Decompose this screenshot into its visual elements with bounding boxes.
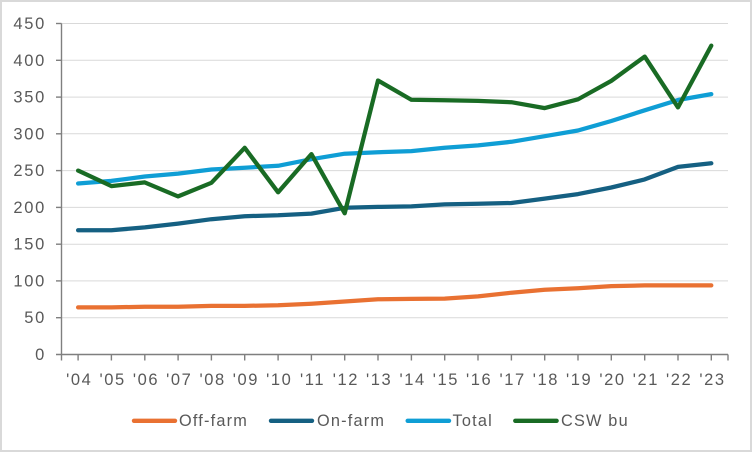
svg-text:'16: '16 [466, 371, 492, 389]
svg-text:'21: '21 [633, 371, 659, 389]
svg-text:100: 100 [13, 272, 46, 290]
svg-text:Off-farm: Off-farm [179, 412, 248, 430]
svg-text:Total: Total [453, 412, 493, 430]
svg-text:300: 300 [13, 125, 46, 143]
svg-text:250: 250 [13, 162, 46, 180]
svg-text:'22: '22 [666, 371, 692, 389]
svg-text:450: 450 [13, 15, 46, 33]
svg-text:'05: '05 [99, 371, 125, 389]
svg-text:0: 0 [35, 346, 46, 364]
svg-text:'12: '12 [333, 371, 359, 389]
svg-text:'23: '23 [699, 371, 725, 389]
svg-text:'04: '04 [66, 371, 92, 389]
svg-text:'09: '09 [233, 371, 259, 389]
svg-text:50: 50 [24, 309, 46, 327]
svg-text:'07: '07 [166, 371, 192, 389]
svg-text:'08: '08 [199, 371, 225, 389]
svg-text:CSW bu: CSW bu [561, 412, 629, 430]
svg-text:'10: '10 [266, 371, 292, 389]
svg-text:350: 350 [13, 89, 46, 107]
svg-text:'17: '17 [499, 371, 525, 389]
svg-text:'06: '06 [133, 371, 159, 389]
svg-text:'13: '13 [366, 371, 392, 389]
svg-text:On-farm: On-farm [317, 412, 385, 430]
svg-text:'11: '11 [300, 371, 325, 389]
svg-text:'19: '19 [566, 371, 592, 389]
svg-text:200: 200 [13, 199, 46, 217]
svg-text:'18: '18 [533, 371, 559, 389]
svg-text:400: 400 [13, 52, 46, 70]
svg-text:150: 150 [13, 236, 46, 254]
svg-text:'14: '14 [399, 371, 425, 389]
svg-text:'15: '15 [433, 371, 459, 389]
svg-text:'20: '20 [599, 371, 625, 389]
